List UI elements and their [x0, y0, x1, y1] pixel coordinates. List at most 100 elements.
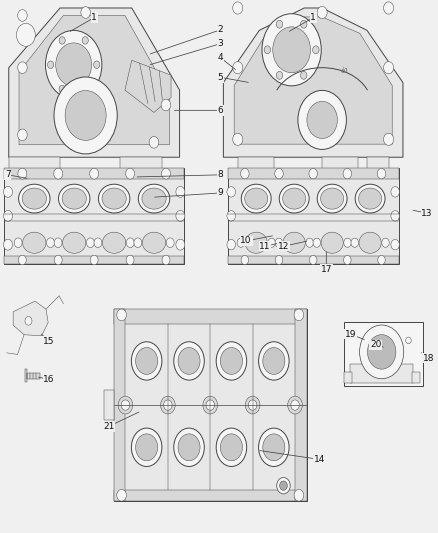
Circle shape: [18, 10, 27, 21]
Ellipse shape: [258, 428, 289, 466]
Text: 15: 15: [43, 337, 55, 345]
Text: 5: 5: [217, 73, 223, 82]
Bar: [25, 369, 27, 382]
Circle shape: [94, 238, 102, 247]
Ellipse shape: [245, 232, 267, 253]
Circle shape: [90, 168, 99, 179]
Circle shape: [164, 400, 172, 410]
Circle shape: [313, 238, 321, 247]
Text: 12: 12: [278, 242, 290, 251]
Text: é1: é1: [341, 68, 350, 74]
Circle shape: [233, 62, 243, 74]
Ellipse shape: [258, 342, 289, 380]
Circle shape: [300, 20, 307, 28]
Circle shape: [4, 239, 12, 250]
Polygon shape: [223, 8, 403, 157]
Bar: [27, 373, 40, 379]
Text: 1: 1: [310, 13, 316, 22]
Circle shape: [275, 168, 283, 179]
Text: 2: 2: [218, 26, 223, 34]
Text: 14: 14: [314, 455, 325, 464]
Circle shape: [384, 133, 394, 146]
Circle shape: [344, 238, 351, 247]
Circle shape: [309, 255, 317, 264]
Circle shape: [360, 325, 404, 379]
Circle shape: [233, 2, 243, 14]
Circle shape: [54, 238, 62, 247]
Ellipse shape: [283, 232, 305, 253]
Circle shape: [82, 37, 88, 44]
Circle shape: [65, 91, 106, 140]
Ellipse shape: [142, 188, 166, 209]
Circle shape: [4, 211, 12, 221]
Bar: [228, 168, 399, 264]
Circle shape: [262, 14, 321, 86]
Circle shape: [384, 2, 394, 14]
Ellipse shape: [279, 184, 309, 213]
Circle shape: [162, 168, 170, 179]
Circle shape: [18, 255, 26, 265]
Text: 3: 3: [217, 39, 223, 48]
Circle shape: [275, 238, 283, 247]
Bar: [228, 168, 399, 180]
Circle shape: [161, 99, 171, 111]
Bar: [350, 364, 413, 383]
Circle shape: [273, 27, 311, 72]
Bar: [322, 157, 358, 169]
Polygon shape: [234, 17, 392, 144]
Bar: [344, 372, 352, 383]
Circle shape: [391, 239, 399, 250]
Ellipse shape: [220, 434, 243, 461]
Circle shape: [298, 91, 346, 149]
Circle shape: [4, 187, 12, 197]
Circle shape: [391, 187, 399, 197]
Circle shape: [227, 239, 236, 250]
Ellipse shape: [220, 348, 243, 374]
Ellipse shape: [18, 184, 50, 213]
Ellipse shape: [102, 188, 126, 209]
Circle shape: [121, 400, 130, 410]
Ellipse shape: [355, 184, 385, 213]
Bar: [9, 157, 60, 169]
Circle shape: [233, 133, 243, 146]
Circle shape: [227, 187, 236, 197]
Text: 18: 18: [423, 354, 434, 362]
Circle shape: [18, 168, 27, 179]
Circle shape: [94, 61, 100, 68]
Bar: [228, 256, 399, 264]
Circle shape: [377, 168, 386, 179]
Bar: [120, 157, 162, 169]
Circle shape: [351, 238, 358, 247]
Circle shape: [306, 238, 313, 247]
Ellipse shape: [136, 348, 158, 374]
Circle shape: [367, 335, 396, 369]
Circle shape: [294, 489, 304, 501]
Bar: [4, 168, 184, 180]
Circle shape: [86, 238, 94, 247]
Ellipse shape: [136, 434, 158, 461]
Ellipse shape: [23, 232, 46, 253]
Text: 16: 16: [43, 375, 55, 384]
Polygon shape: [19, 15, 170, 145]
Ellipse shape: [241, 184, 271, 213]
Text: 11: 11: [259, 242, 271, 251]
Circle shape: [117, 309, 127, 321]
Circle shape: [59, 85, 65, 93]
Bar: [114, 489, 307, 501]
Polygon shape: [125, 60, 171, 112]
Circle shape: [126, 255, 134, 265]
Ellipse shape: [102, 232, 126, 253]
Bar: [344, 322, 423, 386]
Circle shape: [248, 400, 257, 410]
Circle shape: [117, 489, 127, 501]
Circle shape: [264, 46, 271, 54]
Text: 20: 20: [370, 341, 381, 349]
Ellipse shape: [359, 232, 381, 253]
Circle shape: [307, 101, 337, 139]
Bar: [295, 309, 307, 501]
Text: 21: 21: [103, 422, 114, 431]
Ellipse shape: [283, 188, 306, 209]
Ellipse shape: [317, 184, 347, 213]
Circle shape: [391, 211, 399, 221]
Circle shape: [245, 396, 260, 414]
